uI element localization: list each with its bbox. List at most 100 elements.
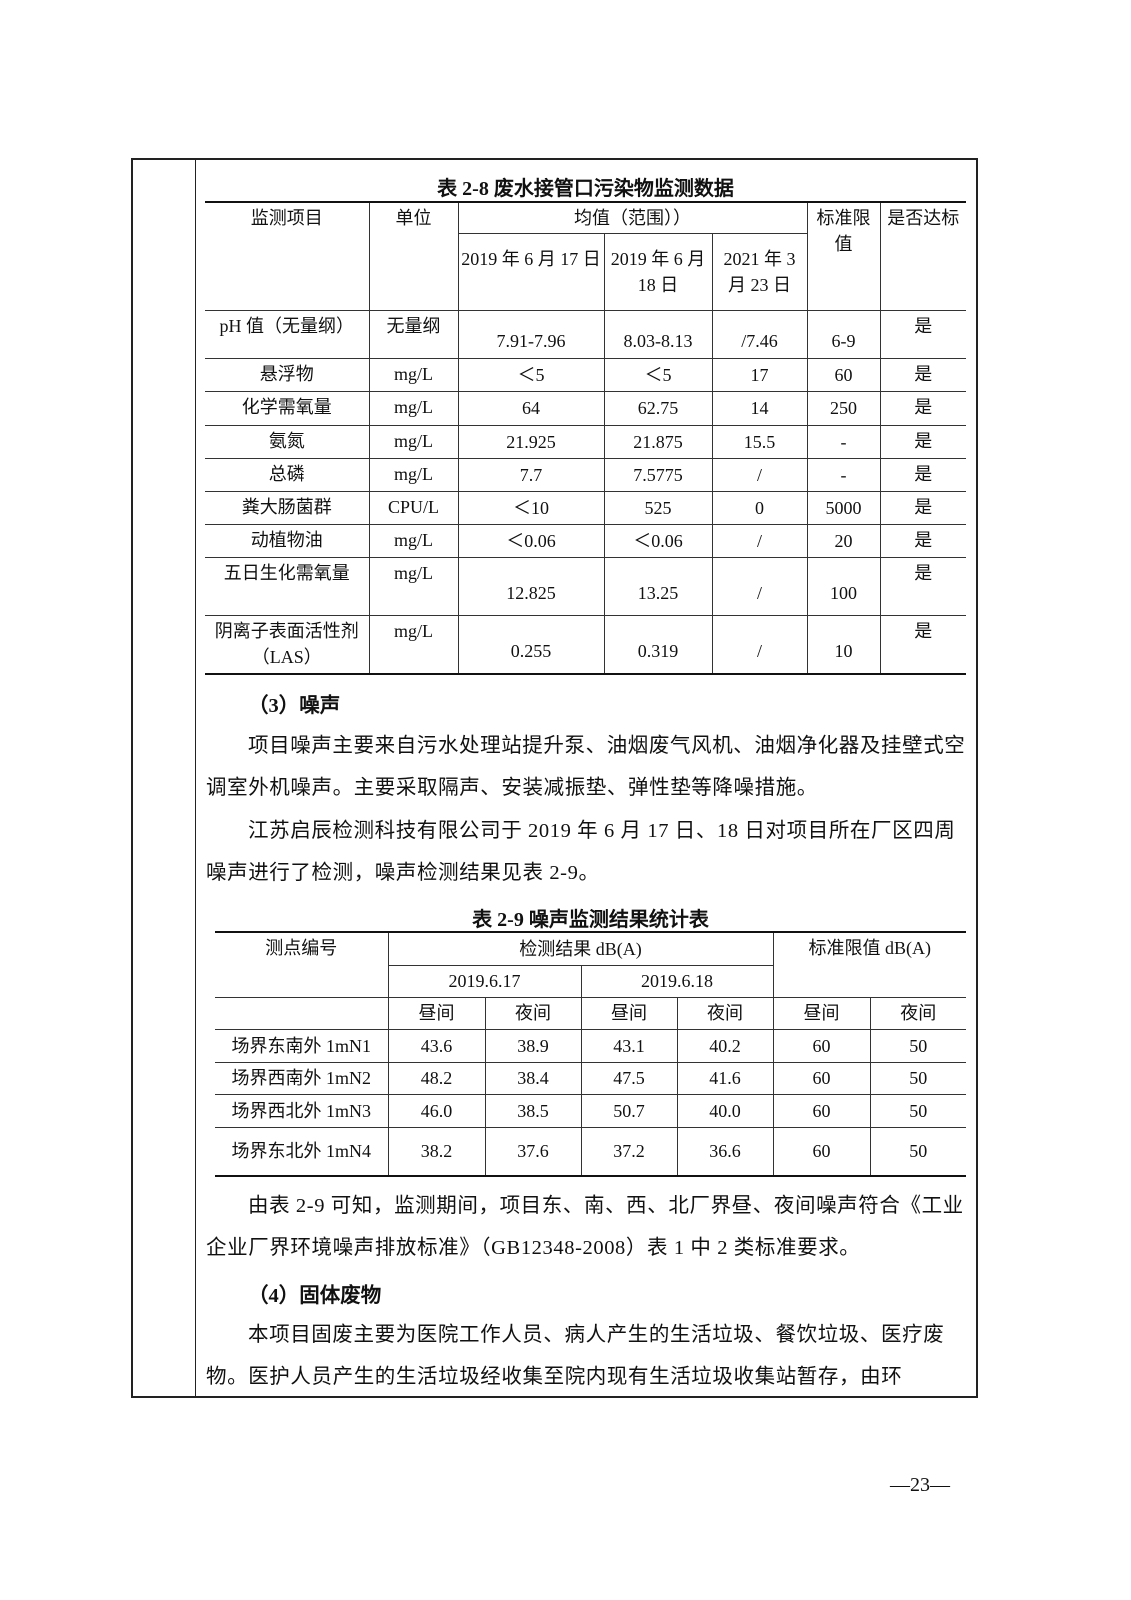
header-night: 夜间: [869, 996, 966, 1030]
cell-item: 总磷: [205, 457, 370, 492]
cell-item: 五日生化需氧量: [205, 556, 370, 616]
table-row: 总磷 mg/L 7.7 7.5775/- 是: [205, 457, 967, 492]
cell-value: 60: [772, 1028, 871, 1063]
cell-value: 60: [772, 1061, 871, 1095]
cell-value: 40.0: [676, 1093, 774, 1128]
cell-point: 场界西北外 1mN3: [215, 1093, 389, 1128]
table-2-9-caption: 表 2-9 噪声监测结果统计表: [472, 909, 709, 931]
cell-ok: 是: [879, 614, 967, 675]
cell-ok: 是: [879, 357, 967, 392]
cell-value: 37.2: [580, 1126, 678, 1177]
cell-limit: 20: [806, 523, 881, 558]
header-mean: 均值（范围））: [457, 201, 808, 234]
cell-unit: CPU/L: [368, 490, 459, 525]
cell-date-2: ＜5: [603, 357, 713, 392]
section-3-paragraph-2: 江苏启辰检测科技有限公司于 2019 年 6 月 17 日、18 日对项目所在厂…: [206, 820, 956, 884]
cell-value: 50: [869, 1028, 966, 1063]
table-row: 粪大肠菌群 CPU/L ＜10 525 0 5000 是: [205, 490, 967, 525]
header-day: 昼间: [387, 996, 486, 1030]
cell-date-2: 525: [603, 490, 713, 525]
table-row: 场界西南外 1mN2 48.2 38.4 47.5 41.6 60 50: [215, 1061, 966, 1095]
table-row: 场界东南外 1mN1 43.6 38.9 43.1 40.2 60 50: [215, 1028, 966, 1063]
table-row: 场界西北外 1mN3 46.0 38.5 50.7 40.0 60 50: [215, 1093, 966, 1128]
cell-point: 场界东北外 1mN4: [215, 1126, 389, 1177]
cell-value: 38.9: [484, 1028, 582, 1063]
cell-date-2: ＜0.06: [603, 523, 713, 558]
table-row: 阴离子表面活性剂（LAS） mg/L 0.255 0.319/10 是: [205, 614, 967, 675]
cell-value: 43.1: [580, 1028, 678, 1063]
cell-item: 粪大肠菌群: [205, 490, 370, 525]
cell-value: 43.6: [387, 1028, 486, 1063]
section-3-paragraph-1: 项目噪声主要来自污水处理站提升泵、油烟废气风机、油烟净化器及挂壁式空调室外机噪声…: [206, 735, 966, 799]
cell-value: 50: [869, 1126, 966, 1177]
cell-date-1: ＜5: [457, 357, 605, 392]
table-row: 五日生化需氧量 mg/L 12.825 13.25/100 是: [205, 556, 967, 616]
section-3-heading: （3）噪声: [248, 695, 341, 717]
cell-ok: 是: [879, 490, 967, 525]
cell-ok: 是: [879, 523, 967, 558]
header-unit: 单位: [368, 201, 459, 311]
cell-date-1: 21.925: [457, 424, 605, 459]
cell-value: 50.7: [580, 1093, 678, 1128]
cell-limit: -: [806, 457, 881, 492]
cell-unit: mg/L: [368, 424, 459, 459]
cell-limit: 250: [806, 390, 881, 426]
cell-date-1: 64: [457, 390, 605, 426]
cell-date-2: 13.25: [603, 556, 713, 616]
header-date-1: 2019.6.17: [388, 964, 582, 998]
cell-date-3: 17: [711, 357, 808, 392]
table-2-8-caption: 表 2-8 废水接管口污染物监测数据: [437, 178, 734, 200]
cell-date-3: 14: [711, 390, 808, 426]
cell-value: 38.2: [387, 1126, 486, 1177]
cell-point: 场界西南外 1mN2: [215, 1061, 389, 1095]
cell-value: 36.6: [676, 1126, 774, 1177]
cell-ok: 是: [879, 309, 967, 359]
cell-date-2: 62.75: [603, 390, 713, 426]
cell-ok: 是: [879, 424, 967, 459]
cell-ok: 是: [879, 390, 967, 426]
cell-date-2: 7.5775: [603, 457, 713, 492]
cell-unit: mg/L: [368, 357, 459, 392]
cell-date-1: 7.91-7.96: [457, 309, 605, 359]
cell-unit: mg/L: [368, 614, 459, 675]
cell-value: 60: [772, 1126, 871, 1177]
header-limit: 标准限值: [806, 201, 881, 311]
table-row: pH 值（无量纲） 无量纲 7.91-7.96 8.03-8.13/7.46 6-9 是: [205, 309, 967, 359]
cell-date-3: /: [711, 523, 808, 558]
cell-date-2: 21.875: [603, 424, 713, 459]
page-number: —23—: [890, 1474, 950, 1496]
table-row: 氨氮 mg/L 21.925 21.875 15.5- 是: [205, 424, 967, 459]
cell-value: 47.5: [580, 1061, 678, 1095]
table-2-8: 监测项目 单位 均值（范围）） 标准限值 是否达标 2019 年 6 月 17 …: [205, 201, 967, 675]
header-date-2: 2019 年 6 月 18 日: [603, 232, 713, 311]
table-row: 动植物油 mg/L ＜0.06 ＜0.06/20 是: [205, 523, 967, 558]
table-row: 场界东北外 1mN4 38.2 37.6 37.2 36.6 60 50: [215, 1126, 966, 1177]
cell-limit: 60: [806, 357, 881, 392]
header-ok: 是否达标: [879, 201, 967, 311]
cell-date-1: ＜0.06: [457, 523, 605, 558]
cell-date-3: /: [711, 457, 808, 492]
cell-value: 38.5: [484, 1093, 582, 1128]
cell-limit: 5000: [806, 490, 881, 525]
cell-limit: 100: [806, 556, 881, 616]
header-blank: [215, 997, 389, 1030]
cell-value: 38.4: [484, 1061, 582, 1095]
cell-value: 48.2: [387, 1061, 486, 1095]
cell-date-3: /: [711, 614, 808, 675]
cell-unit: mg/L: [368, 523, 459, 558]
cell-value: 50: [869, 1093, 966, 1128]
cell-ok: 是: [879, 556, 967, 616]
cell-limit: 6-9: [806, 309, 881, 359]
header-date-3: 2021 年 3 月 23 日: [711, 232, 808, 311]
cell-item: pH 值（无量纲）: [205, 309, 370, 359]
cell-unit: mg/L: [368, 556, 459, 616]
cell-item: 氨氮: [205, 424, 370, 459]
cell-date-1: ＜10: [457, 490, 605, 525]
section-4-heading: （4）固体废物: [248, 1285, 382, 1307]
header-result: 检测结果 dB(A): [387, 931, 774, 966]
cell-limit: 10: [806, 614, 881, 675]
cell-item: 动植物油: [205, 523, 370, 558]
cell-unit: mg/L: [368, 390, 459, 426]
cell-date-3: 0: [711, 490, 808, 525]
